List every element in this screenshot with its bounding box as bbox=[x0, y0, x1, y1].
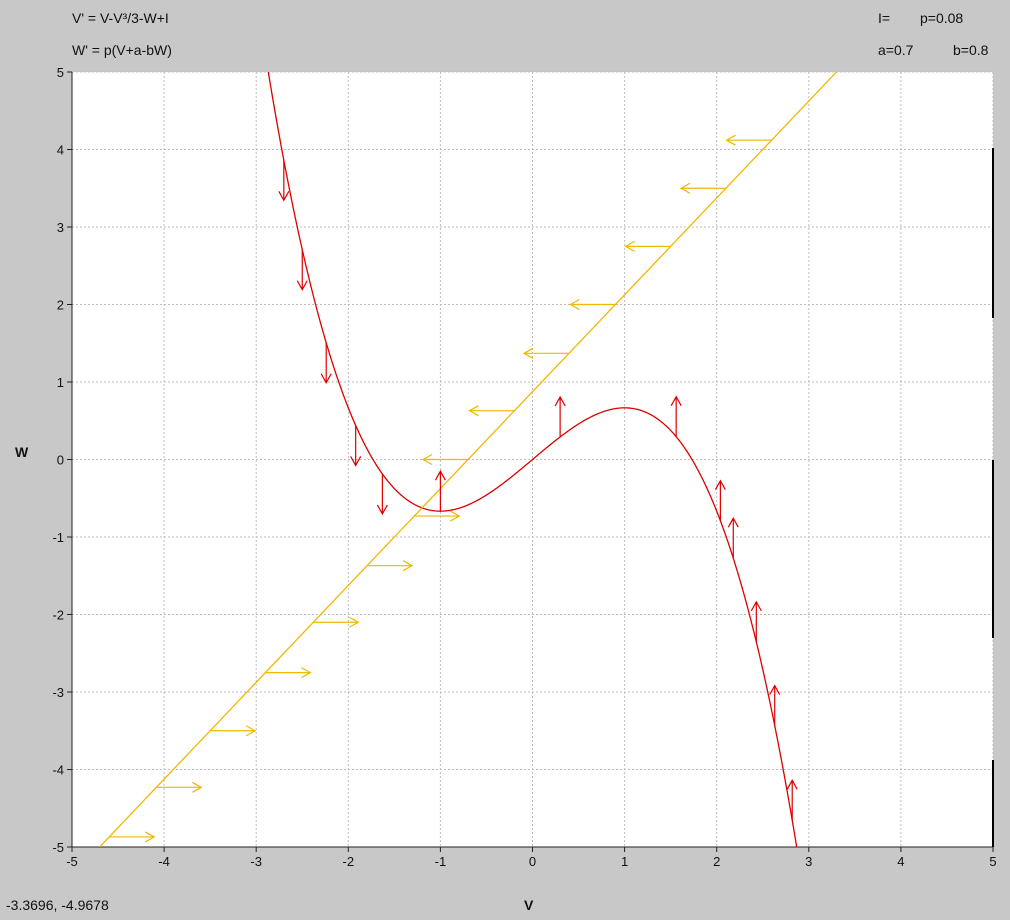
y-tick-label: -4 bbox=[52, 763, 64, 778]
w-flow-arrow bbox=[522, 347, 569, 359]
y-tick-label: 0 bbox=[57, 453, 64, 468]
v-flow-arrow bbox=[278, 160, 290, 202]
v-flow-arrow bbox=[750, 600, 762, 642]
v-nullcline-curve bbox=[267, 72, 798, 847]
y-tick-label: -3 bbox=[52, 685, 64, 700]
w-flow-arrow bbox=[156, 781, 203, 793]
w-nullcline-line bbox=[99, 72, 838, 847]
v-flow-arrow bbox=[727, 516, 739, 559]
w-flow-arrow bbox=[414, 510, 461, 522]
w-flow-arrow bbox=[569, 298, 616, 311]
x-tick-label: -5 bbox=[66, 854, 78, 869]
w-equation: W' = p(V+a-bW) bbox=[72, 42, 172, 58]
y-tick-label: -5 bbox=[52, 840, 64, 855]
x-tick-label: 4 bbox=[897, 854, 904, 869]
x-axis-label: V bbox=[524, 897, 534, 913]
y-tick-label: 2 bbox=[57, 298, 64, 313]
x-tick-label: -3 bbox=[250, 854, 262, 869]
v-flow-arrow bbox=[670, 395, 682, 437]
v-flow-arrow bbox=[296, 249, 308, 291]
v-flow-arrow bbox=[350, 425, 362, 467]
w-flow-arrow bbox=[210, 725, 257, 737]
v-flow-arrow bbox=[786, 779, 798, 821]
y-axis-label: W bbox=[15, 444, 29, 460]
x-tick-label: -4 bbox=[158, 854, 170, 869]
w-flow-arrow bbox=[624, 240, 671, 252]
x-tick-label: 1 bbox=[621, 854, 628, 869]
v-flow-arrow bbox=[714, 479, 726, 521]
w-flow-arrow bbox=[265, 667, 312, 679]
y-tick-label: 5 bbox=[57, 65, 64, 80]
w-flow-arrow bbox=[109, 831, 156, 843]
w-flow-arrow bbox=[725, 134, 772, 146]
w-flow-arrow bbox=[313, 616, 360, 628]
y-tick-label: 4 bbox=[57, 143, 64, 158]
y-tick-label: 1 bbox=[57, 375, 64, 390]
x-tick-label: 5 bbox=[989, 854, 996, 869]
v-flow-arrow bbox=[769, 684, 781, 726]
w-flow-arrow bbox=[421, 453, 469, 466]
v-flow-arrow bbox=[554, 395, 566, 437]
param-a-label: a=0.7 bbox=[878, 42, 914, 58]
w-flow-arrow bbox=[679, 182, 726, 194]
x-tick-label: -2 bbox=[343, 854, 355, 869]
y-tick-label: -2 bbox=[52, 608, 64, 623]
param-i-label: I= bbox=[878, 10, 891, 26]
x-tick-label: 3 bbox=[805, 854, 812, 869]
v-equation: V' = V-V³/3-W+I bbox=[72, 10, 169, 26]
v-flow-arrow bbox=[320, 342, 332, 384]
v-flow-arrow bbox=[434, 469, 446, 512]
w-flow-arrow bbox=[367, 560, 414, 572]
v-flow-arrow bbox=[376, 473, 388, 516]
y-tick-label: 3 bbox=[57, 220, 64, 235]
y-tick-label: -1 bbox=[52, 530, 64, 545]
x-tick-label: 0 bbox=[529, 854, 536, 869]
cursor-coordinates: -3.3696, -4.9678 bbox=[6, 897, 109, 913]
x-tick-label: 2 bbox=[713, 854, 720, 869]
w-flow-arrow bbox=[468, 405, 515, 417]
x-tick-label: -1 bbox=[435, 854, 447, 869]
param-b-label: b=0.8 bbox=[953, 42, 989, 58]
param-p-label: p=0.08 bbox=[920, 10, 964, 26]
